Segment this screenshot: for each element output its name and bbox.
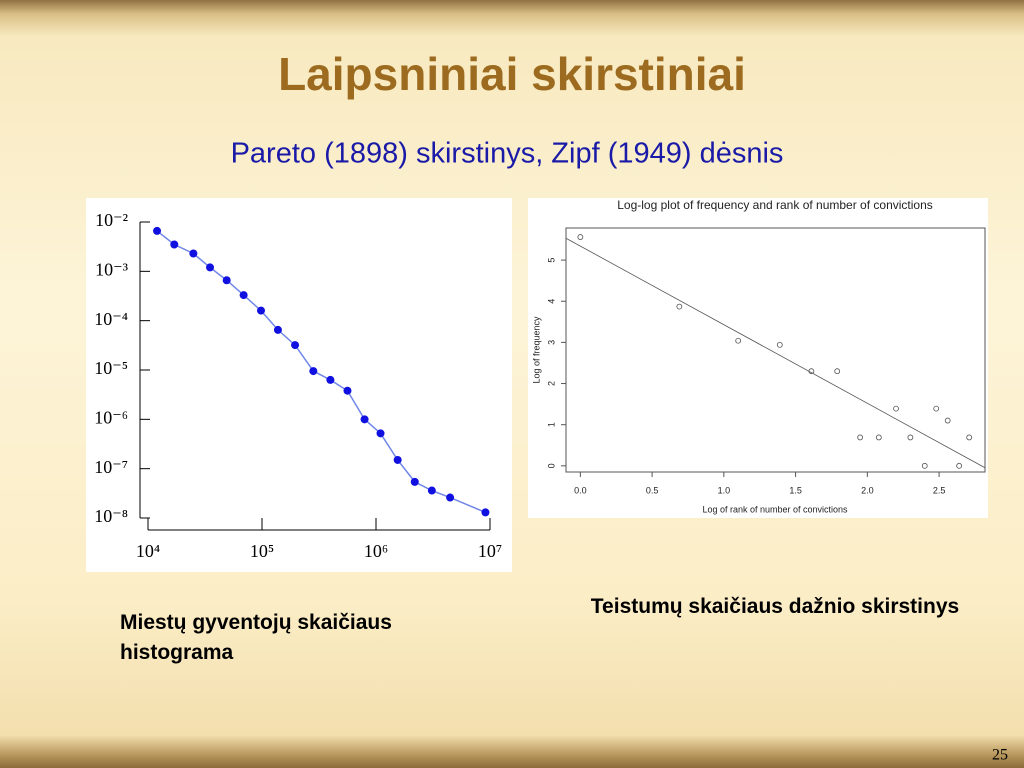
y-tick-label: 2 [546, 381, 556, 386]
x-tick-label: 2.5 [933, 485, 946, 495]
data-point [153, 226, 162, 235]
data-point [360, 415, 369, 424]
data-point [834, 368, 841, 375]
slide-subtitle: Pareto (1898) skirstinys, Zipf (1949) dė… [231, 138, 784, 170]
data-point [256, 306, 265, 315]
data-point [291, 341, 300, 350]
y-tick-label: 4 [546, 299, 556, 304]
data-point [921, 462, 928, 469]
page-number: 25 [992, 747, 1008, 764]
data-point [933, 405, 940, 412]
x-tick-label: 0.0 [574, 485, 587, 495]
y-tick-label: 10⁻³ [95, 259, 129, 279]
caption: Teistumų skaičiaus dažnio skirstinys [590, 595, 960, 618]
y-tick-label: 10⁻² [95, 210, 128, 230]
data-point [966, 434, 973, 441]
y-tick-label: 3 [546, 340, 556, 345]
data-point [956, 462, 963, 469]
data-point [481, 508, 490, 517]
y-tick-label: 0 [546, 463, 556, 468]
y-tick-label: 5 [546, 258, 556, 263]
y-axis-label: Log of frequency [531, 316, 541, 384]
y-tick-label: 10⁻⁸ [94, 506, 128, 526]
slide-title: Laipsniniai skirstiniai [278, 48, 746, 100]
data-point [776, 341, 783, 348]
x-tick-label: 0.5 [646, 485, 659, 495]
data-point [735, 337, 742, 344]
data-point [410, 477, 419, 486]
fit-line [565, 237, 986, 469]
x-tick-label: 2.0 [861, 485, 874, 495]
data-point [222, 276, 231, 285]
data-point [239, 291, 248, 300]
chart-panel [86, 198, 512, 572]
data-point [875, 434, 882, 441]
data-point [446, 493, 455, 502]
data-point [577, 234, 584, 240]
x-tick-label: 10⁶ [364, 541, 388, 561]
caption: Miestų gyventojų skaičiaus histograma [120, 611, 392, 664]
data-point [907, 434, 914, 441]
data-point [857, 434, 864, 441]
plot-frame [565, 227, 986, 473]
data-point [393, 455, 402, 464]
data-point [427, 486, 436, 495]
x-tick-label: 10⁷ [478, 541, 502, 561]
y-tick-label: 1 [546, 422, 556, 427]
data-point [944, 417, 951, 424]
data-point [273, 325, 282, 334]
data-point [189, 249, 198, 258]
chart-title: Log-log plot of frequency and rank of nu… [617, 198, 933, 212]
y-tick-label: 10⁻⁶ [94, 407, 128, 427]
y-tick-label: 10⁻⁵ [94, 358, 128, 378]
x-tick-label: 10⁵ [250, 541, 274, 561]
x-axis-label: Log of rank of number of convictions [702, 504, 848, 514]
y-tick-label: 10⁻⁷ [94, 457, 128, 477]
data-point [376, 429, 385, 438]
y-tick-label: 10⁻⁴ [94, 309, 128, 329]
x-tick-label: 10⁴ [136, 541, 160, 561]
data-point [326, 375, 335, 384]
chart-panel [528, 198, 988, 518]
data-point [808, 368, 815, 375]
data-point [170, 240, 179, 249]
data-point [893, 405, 899, 412]
data-point [309, 367, 318, 376]
x-tick-label: 1.0 [718, 485, 731, 495]
data-point [206, 263, 215, 272]
data-point [676, 303, 683, 310]
data-point [343, 386, 352, 395]
x-tick-label: 1.5 [789, 485, 802, 495]
